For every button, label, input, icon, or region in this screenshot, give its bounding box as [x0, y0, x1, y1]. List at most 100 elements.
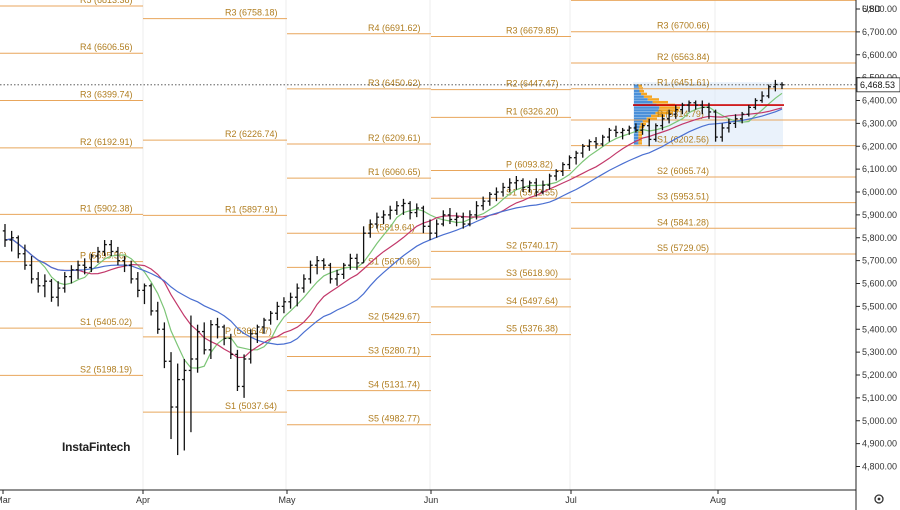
- y-tick-label: 5,700.00: [862, 256, 897, 266]
- volume-bar-sell: [638, 142, 642, 145]
- ohlc-bar: [248, 329, 253, 364]
- pivot-label: S2 (5198.19): [80, 364, 132, 374]
- ohlc-bar: [733, 114, 738, 128]
- ohlc-bar: [128, 260, 134, 284]
- ohlc-bar: [480, 196, 486, 211]
- ohlc-bar: [653, 123, 659, 142]
- volume-bar-buy: [634, 106, 660, 109]
- x-axis-ticks: Mar Apr May Jun Jul Aug: [0, 490, 726, 505]
- pivot-label: R4 (6691.62): [368, 23, 421, 33]
- volume-bar-sell: [641, 92, 647, 96]
- y-tick-label: 5,300.00: [862, 347, 897, 357]
- pivot-label: S2 (6065.74): [657, 166, 709, 176]
- pivot-label: R3 (6679.85): [506, 25, 559, 35]
- ohlc-bar: [726, 118, 732, 133]
- y-tick-label: 5,100.00: [862, 393, 897, 403]
- ohlc-bar: [640, 123, 645, 135]
- y-tick-label: 4,800.00: [862, 462, 897, 472]
- pivot-label: P (5819.64): [368, 222, 415, 232]
- ohlc-bar: [759, 91, 765, 103]
- pivot-label: P (6314.79): [657, 109, 704, 119]
- pivot-label: R1 (5902.38): [80, 203, 133, 213]
- y-tick-label: 6,400.00: [862, 96, 897, 106]
- ohlc-bar: [155, 301, 160, 334]
- brand-watermark: InstaFintech: [58, 436, 132, 456]
- ohlc-bar: [122, 256, 127, 273]
- pivot-label: S4 (5497.64): [506, 296, 558, 306]
- volume-bar-buy: [634, 89, 640, 93]
- ohlc-bar: [2, 224, 8, 247]
- ohlc-bar: [16, 235, 21, 259]
- ohlc-bar: [162, 322, 167, 369]
- ohlc-bar: [739, 111, 745, 124]
- ohlc-bar: [700, 100, 705, 115]
- y-tick-label: 6,600.00: [862, 50, 897, 60]
- ohlc-bar: [447, 208, 453, 225]
- y-tick-label: 5,900.00: [862, 210, 897, 220]
- pivot-label: P (5695.56): [80, 251, 127, 261]
- x-tick-label: Jul: [565, 495, 577, 505]
- ohlc-bar: [148, 283, 154, 316]
- volume-bar-buy: [634, 117, 647, 120]
- x-tick-label: Aug: [710, 495, 726, 505]
- ohlc-bar: [42, 274, 48, 298]
- ohlc-bar: [195, 324, 200, 373]
- ohlc-bar: [387, 205, 393, 220]
- volume-bar-sell: [638, 84, 642, 87]
- volume-bar-buy: [634, 95, 644, 98]
- currency-label[interactable]: USD: [862, 4, 882, 14]
- ohlc-bar: [567, 155, 572, 170]
- ohlc-bar: [487, 192, 492, 206]
- ohlc-bar: [334, 269, 340, 286]
- ohlc-bar: [507, 178, 512, 192]
- ohlc-bar: [633, 123, 639, 133]
- pivot-label: R1 (6451.61): [657, 78, 710, 88]
- ohlc-bar: [520, 178, 526, 192]
- ohlc-bar: [673, 105, 678, 119]
- y-tick-label: 5,500.00: [862, 301, 897, 311]
- ohlc-bar: [221, 324, 227, 346]
- y-tick-label: 5,000.00: [862, 416, 897, 426]
- moving-averages: [4, 92, 784, 369]
- y-tick-label: 5,400.00: [862, 324, 897, 334]
- ohlc-bar: [627, 125, 632, 135]
- settings-gear-icon[interactable]: [874, 494, 884, 504]
- pivot-label: R2 (6226.74): [225, 129, 278, 139]
- x-tick-label: Apr: [136, 495, 150, 505]
- y-tick-label: 5,200.00: [862, 370, 897, 380]
- ohlc-bar: [494, 187, 499, 202]
- ohlc-bar: [500, 182, 506, 197]
- volume-bar-sell: [642, 120, 650, 123]
- y-tick-label: 6,100.00: [862, 164, 897, 174]
- volume-bar-buy: [634, 133, 639, 137]
- pivot-label: S3 (5953.51): [657, 192, 709, 202]
- ohlc-bar: [102, 240, 107, 257]
- ohlc-bar: [693, 100, 698, 110]
- volume-bar-buy: [634, 142, 639, 145]
- volume-bar-buy: [634, 109, 659, 112]
- volume-bar-buy: [634, 100, 653, 104]
- ohlc-bar: [560, 162, 566, 176]
- ohlc-bar: [646, 118, 652, 147]
- ohlc-bar: [534, 178, 539, 197]
- pivot-label: S1 (6202.56): [657, 135, 709, 145]
- ohlc-bar: [9, 230, 14, 252]
- volume-bar-sell: [638, 131, 642, 134]
- pivot-label: R2 (6192.91): [80, 137, 133, 147]
- pivot-label: R3 (6700.66): [657, 21, 710, 31]
- ohlc-bar: [36, 272, 41, 293]
- ohlc-bar: [215, 317, 220, 339]
- ohlc-bar: [706, 102, 712, 119]
- pivot-label: R1 (6326.20): [506, 106, 559, 116]
- y-tick-label: 6,300.00: [862, 118, 897, 128]
- ohlc-bar: [235, 349, 240, 392]
- y-tick-label: 6,000.00: [862, 187, 897, 197]
- ohlc-bar: [686, 100, 692, 112]
- ohlc-bar: [613, 125, 619, 138]
- volume-bar-sell: [655, 111, 673, 115]
- volume-bar-buy: [634, 136, 639, 140]
- ohlc-bar: [441, 210, 446, 227]
- pivot-label: R3 (6399.74): [80, 90, 133, 100]
